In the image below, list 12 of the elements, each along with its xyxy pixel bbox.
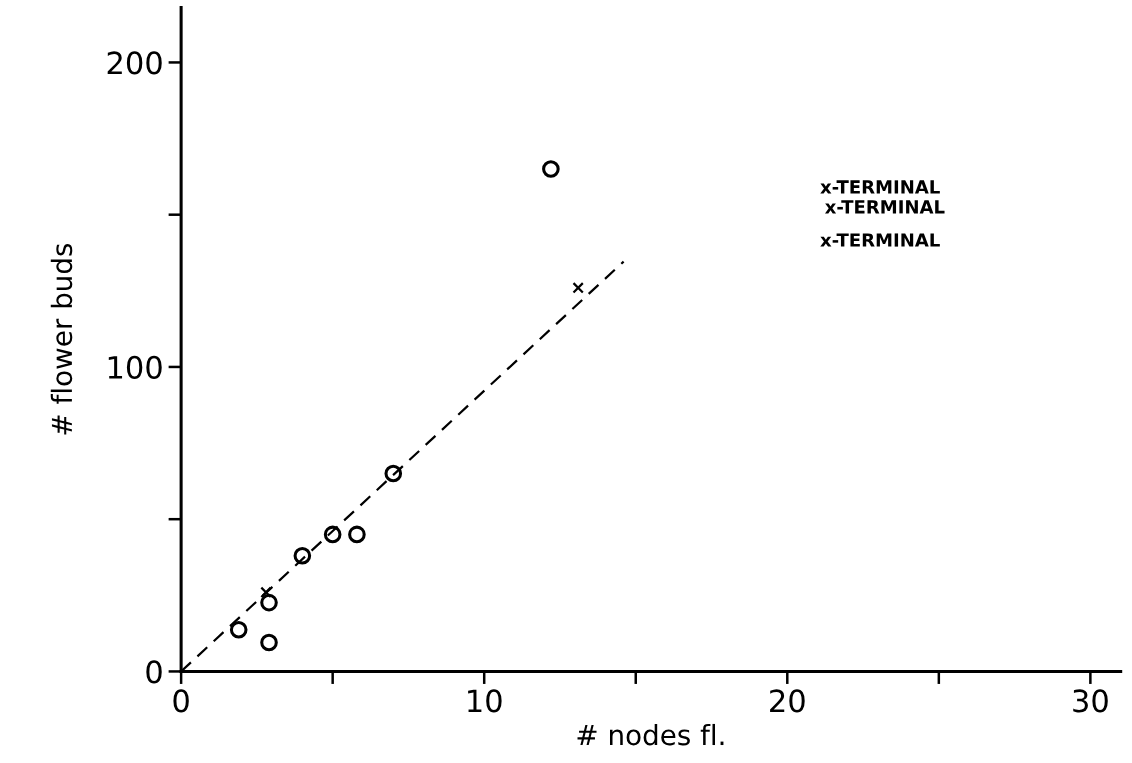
x-axis-title: # nodes fl.: [577, 723, 724, 746]
annotation: x-TERMINAL: [824, 200, 945, 214]
y-tick-label: 200: [107, 51, 162, 75]
y-axis-title: # flower buds: [50, 243, 73, 435]
y-tick-label: 100: [108, 355, 162, 379]
annotation: x-TERMINAL: [820, 233, 940, 247]
x-tick-label: 0: [173, 689, 189, 713]
x-tick-label: 10: [468, 689, 502, 713]
y-tick-label: 0: [146, 660, 162, 684]
x-tick-label: 30: [1073, 689, 1108, 713]
x-tick-label: 20: [770, 689, 805, 713]
annotation: x-TERMINAL: [820, 180, 940, 194]
